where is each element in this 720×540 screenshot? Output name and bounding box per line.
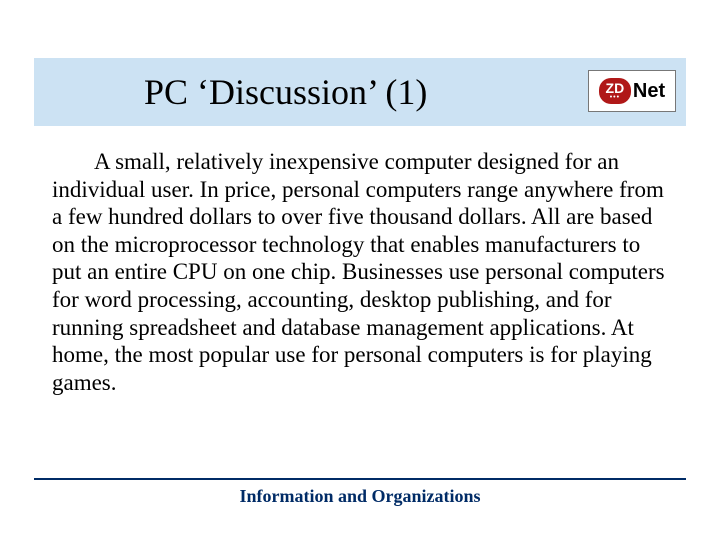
slide-body-text: A small, relatively inexpensive computer… [52,148,670,396]
zdnet-logo-oval: ZD ••• [599,78,631,104]
zdnet-logo-dots: ••• [610,94,620,101]
zdnet-logo-net-text: Net [633,80,665,103]
slide-title: PC ‘Discussion’ (1) [144,71,427,113]
footer-text: Information and Organizations [0,486,720,507]
zdnet-logo: ZD ••• Net [588,70,676,112]
zdnet-logo-inner: ZD ••• Net [599,78,665,104]
zdnet-logo-zd-text: ZD [606,81,625,95]
title-bar: PC ‘Discussion’ (1) ZD ••• Net [34,58,686,126]
footer-rule [34,478,686,480]
